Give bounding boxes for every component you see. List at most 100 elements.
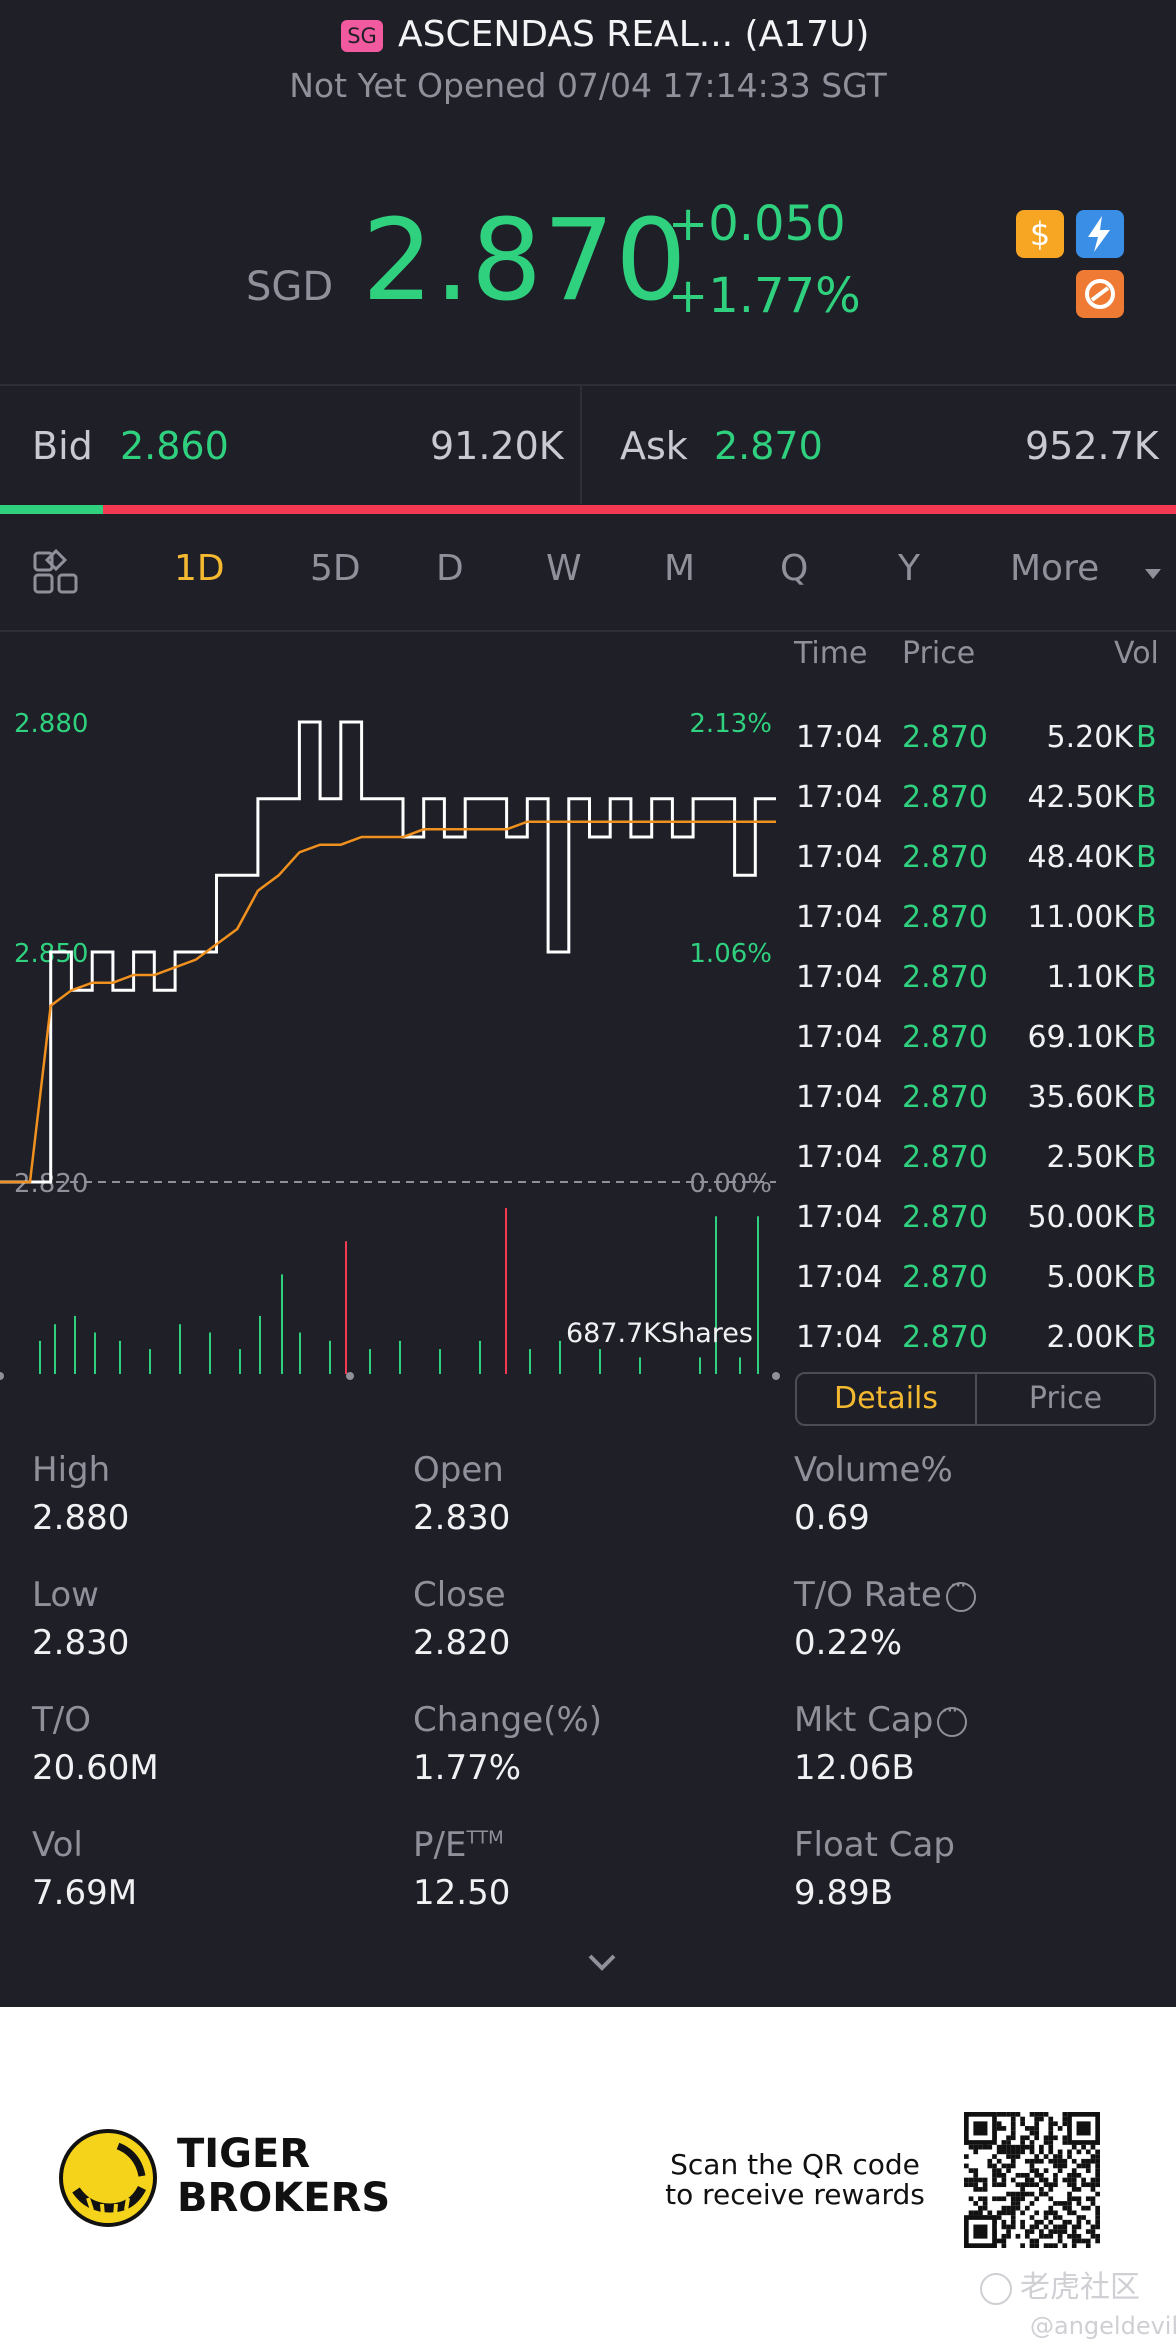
qr-module [1057,2233,1063,2239]
dollar-icon[interactable]: $ [1016,210,1064,258]
qr-module [1057,2149,1063,2155]
qr-module [982,2196,988,2202]
qr-module [1010,2154,1016,2159]
scan-text: Scan the QR code to receive rewards [660,2150,930,2210]
stat-pe-value: 12.50 [413,1873,511,1913]
qr-module [1006,2168,1011,2173]
tab-5d[interactable]: 5D [310,548,361,589]
price-change-pct: +1.77% [668,268,861,324]
grid-icon[interactable] [32,548,80,596]
tab-d[interactable]: D [436,548,464,589]
qr-module [1001,2224,1007,2230]
tick-flag: B [1136,840,1157,875]
qr-module [1006,2154,1011,2159]
qr-module [1053,2182,1058,2188]
qr-module [1001,2140,1007,2145]
more-info-icon[interactable] [937,1699,968,1737]
community-icon [980,2272,1012,2305]
details-button[interactable]: Details [795,1372,977,1426]
qr-module [1010,2112,1016,2117]
qr-module [1048,2149,1054,2155]
tab-m[interactable]: M [664,548,696,589]
qr-module [1020,2116,1025,2122]
expand-chevron-icon[interactable] [586,1950,618,1974]
tab-y[interactable]: Y [898,548,920,589]
qr-module [1085,2158,1091,2164]
tab-1d[interactable]: 1D [174,548,225,589]
qr-module [1029,2112,1035,2117]
stat-to-rate-label: T/O Rate [794,1574,976,1615]
qr-module [1024,2172,1030,2178]
qr-module [1015,2154,1021,2159]
tick-volume: 1.10K [1046,960,1133,995]
intraday-chart[interactable]: 2.8802.8502.8202.13%1.06%0.00%687.7KShar… [0,632,786,1392]
qr-module [1062,2116,1068,2122]
more-info-icon[interactable] [945,1574,976,1612]
qr-module [1034,2238,1040,2244]
qr-module [1024,2126,1030,2131]
qr-module [1053,2172,1058,2178]
qr-module [1048,2182,1054,2188]
qr-module [982,2144,988,2150]
qr-module [1029,2201,1035,2206]
flash-icon[interactable] [1076,210,1124,258]
qr-module [1039,2112,1044,2117]
qr-module [1062,2224,1068,2230]
stat-to-rate-value: 0.22% [794,1623,903,1663]
qr-module [1020,2144,1025,2150]
qr-module [1067,2149,1072,2155]
qr-module [996,2126,1002,2131]
tick-volume: 48.40K [1027,840,1133,875]
qr-module [1062,2243,1068,2248]
qr-module [1090,2224,1096,2230]
qr-module [1039,2177,1044,2183]
stock-title[interactable]: ASCENDAS REAL... (A17U) [398,14,870,55]
qr-module [1048,2243,1054,2248]
tab-q[interactable]: Q [780,548,809,589]
qr-module [978,2177,983,2183]
tab-w[interactable]: W [546,548,582,589]
qr-module [1006,2149,1011,2155]
qr-module [1085,2205,1091,2211]
qr-module [1015,2196,1021,2202]
trade-icon[interactable] [1076,270,1124,318]
qr-module [1081,2177,1086,2183]
qr-module [1020,2243,1025,2248]
tick-time: 17:04 [796,840,883,875]
qr-module [1034,2196,1040,2202]
ask-volume: 952.7K [1025,424,1159,468]
tick-volume: 2.00K [1046,1320,1133,1355]
qr-module [1010,2201,1016,2206]
qr-module [1039,2191,1044,2197]
qr-module [1076,2215,1082,2220]
qr-module [1034,2210,1040,2216]
qr-module [1057,2163,1063,2169]
scan-line-2: to receive rewards [665,2178,925,2211]
qr-code[interactable] [964,2112,1100,2248]
qr-module [1090,2229,1096,2234]
qr-module [1020,2187,1025,2192]
qr-module [1039,2149,1044,2155]
tab-more[interactable]: More [1010,548,1100,589]
qr-module [1039,2158,1044,2164]
price-button[interactable]: Price [975,1372,1156,1426]
tick-flag: B [1136,900,1157,935]
axis-dot [0,1372,4,1380]
qr-module [1090,2233,1096,2239]
tick-flag: B [1136,720,1157,755]
chevron-down-icon[interactable] [1144,566,1162,580]
qr-module [1085,2182,1091,2188]
qr-module [1048,2210,1054,2216]
qr-module [968,2144,974,2150]
qr-module [987,2210,993,2216]
qr-module [1048,2219,1054,2225]
qr-module [1071,2233,1077,2239]
tick-flag: B [1136,1020,1157,1055]
qr-module [1034,2121,1040,2127]
qr-module [1010,2215,1016,2220]
qr-module [1015,2149,1021,2155]
qr-module [1006,2144,1011,2150]
qr-module [1095,2158,1100,2164]
average-line [0,820,776,1184]
qr-module [1001,2243,1007,2248]
